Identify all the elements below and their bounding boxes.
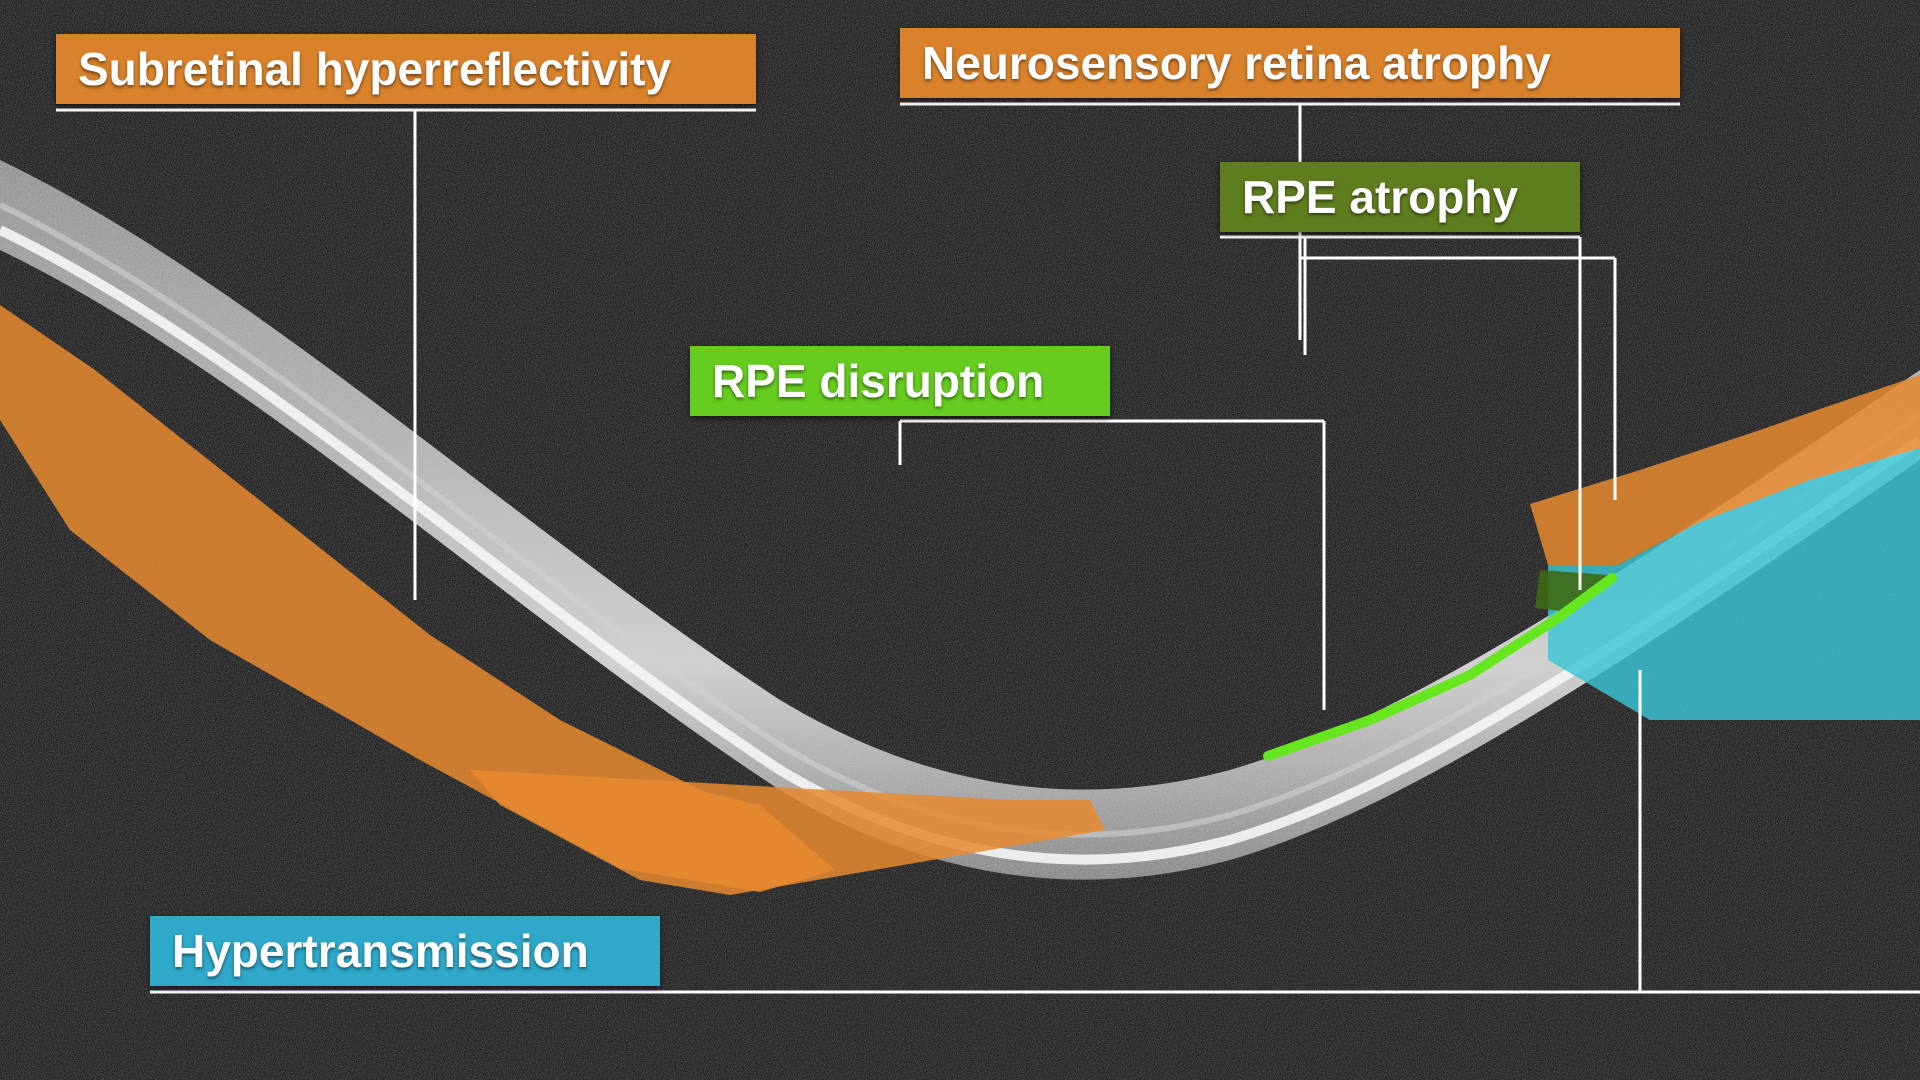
label-text: RPE disruption <box>712 355 1044 407</box>
label-rpe-disruption: RPE disruption <box>690 346 1110 416</box>
label-hypertransmission: Hypertransmission <box>150 916 660 986</box>
label-text: Subretinal hyperreflectivity <box>78 43 671 95</box>
oct-annotated-figure: Subretinal hyperreflectivity Neurosensor… <box>0 0 1920 1080</box>
label-text: Hypertransmission <box>172 925 589 977</box>
label-subretinal-hyperreflectivity: Subretinal hyperreflectivity <box>56 34 756 104</box>
label-neurosensory-retina-atrophy: Neurosensory retina atrophy <box>900 28 1680 98</box>
label-text: RPE atrophy <box>1242 171 1518 223</box>
label-rpe-atrophy: RPE atrophy <box>1220 162 1580 232</box>
label-text: Neurosensory retina atrophy <box>922 37 1551 89</box>
